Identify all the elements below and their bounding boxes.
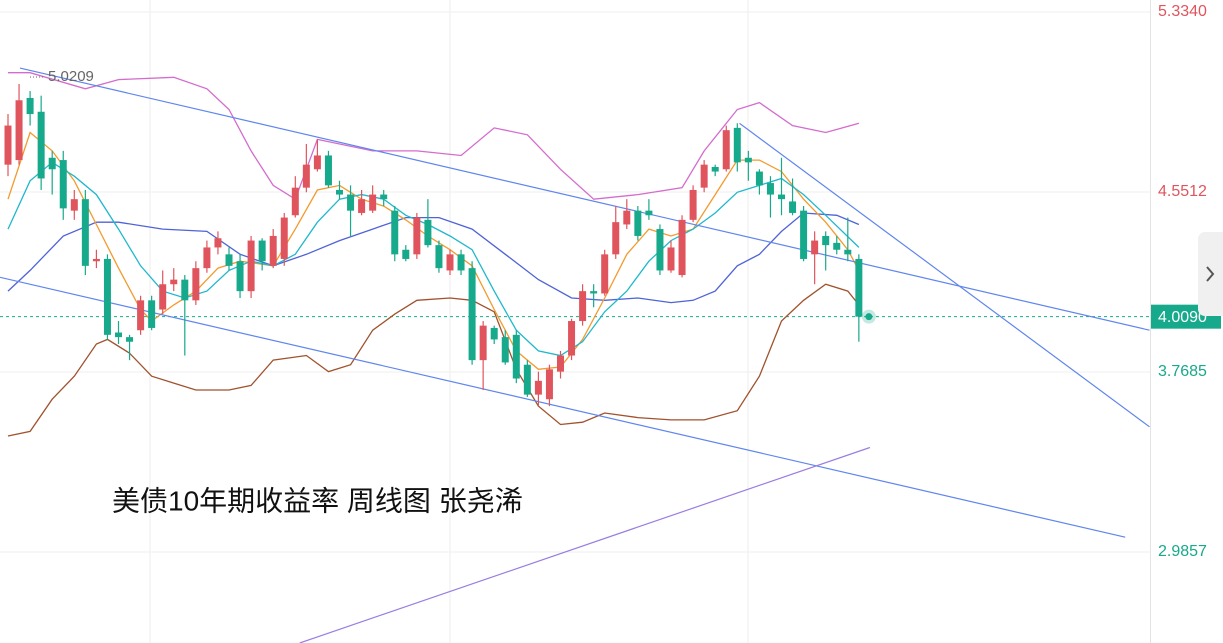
candle-body xyxy=(358,199,366,213)
candle-body xyxy=(579,291,587,322)
y-tick-label: 5.3340 xyxy=(1158,3,1207,20)
candle-body xyxy=(159,284,167,310)
candle-body xyxy=(313,155,321,170)
candle-body xyxy=(744,157,752,163)
indicator-line xyxy=(19,67,1150,331)
candle-body xyxy=(236,261,244,292)
candle-body xyxy=(844,249,852,255)
candle-body xyxy=(722,130,730,170)
candle-body xyxy=(336,189,343,195)
candle-body xyxy=(634,210,642,236)
y-tick-label: 3.7685 xyxy=(1158,363,1207,380)
candle-body xyxy=(115,332,122,338)
candle-body xyxy=(755,171,763,186)
candle-body xyxy=(623,210,631,225)
candle-body xyxy=(457,254,465,271)
candle-body xyxy=(766,183,774,195)
candle-body xyxy=(413,217,421,255)
candle-body xyxy=(778,194,785,200)
candle-body xyxy=(645,210,653,216)
candle-body xyxy=(733,127,741,163)
candle-body xyxy=(369,194,377,211)
candle-body xyxy=(689,189,697,220)
candle-body xyxy=(247,240,255,292)
plot-layer: 5.0209 xyxy=(0,67,1150,643)
candle-body xyxy=(391,210,399,255)
candle-body xyxy=(568,321,576,356)
candle-body xyxy=(855,258,863,317)
candle-body xyxy=(126,337,134,342)
candle-body xyxy=(137,300,145,331)
candle-body xyxy=(269,235,277,266)
chart-title: 美债10年期收益率 周线图 张尧浠 xyxy=(112,485,523,516)
candle-body xyxy=(501,337,509,363)
candle-body xyxy=(601,254,609,294)
collapse-button[interactable] xyxy=(1198,232,1223,316)
candle-body xyxy=(700,164,708,188)
candle-body xyxy=(258,240,266,262)
candle-body xyxy=(678,219,686,276)
candle-body xyxy=(822,235,830,246)
candle-body xyxy=(203,247,211,269)
indicator-line xyxy=(0,276,1126,538)
indicator-line xyxy=(7,212,860,304)
candle-body xyxy=(302,164,310,188)
candle-body xyxy=(667,247,675,271)
candle-body xyxy=(59,160,67,209)
collapse-icon xyxy=(1206,266,1215,282)
candle-body xyxy=(534,380,542,395)
candle-body xyxy=(446,254,454,271)
candle-body xyxy=(48,157,56,170)
candle-body xyxy=(92,258,100,262)
indicator-line xyxy=(8,72,860,201)
candle-body xyxy=(324,155,332,186)
high-annotation: 5.0209 xyxy=(48,68,94,85)
candle-body xyxy=(402,249,410,259)
candle-body xyxy=(81,199,89,266)
candle-body xyxy=(214,238,222,248)
candle-body xyxy=(225,254,233,266)
candle-body xyxy=(148,300,156,328)
candle-body xyxy=(4,125,12,165)
candle-body xyxy=(545,369,553,400)
candle-body xyxy=(380,194,388,200)
candle-body xyxy=(192,268,200,301)
candle-body xyxy=(347,194,355,211)
candle-body xyxy=(280,217,288,259)
candle-body xyxy=(789,201,797,213)
candle-body xyxy=(800,210,808,259)
candle-body xyxy=(37,111,45,179)
candle-body xyxy=(656,229,664,271)
candle-body xyxy=(612,222,620,255)
last-point xyxy=(865,313,873,321)
candle-body xyxy=(103,258,111,335)
candle-body xyxy=(468,268,476,361)
candle-body xyxy=(512,334,520,379)
candle-body xyxy=(479,325,487,361)
candle-body xyxy=(490,327,498,340)
candle-body xyxy=(424,219,432,246)
y-tick-label: 2.9857 xyxy=(1158,543,1207,560)
indicator-line xyxy=(739,122,1150,428)
candle-body xyxy=(435,245,443,269)
indicator-line xyxy=(299,446,871,643)
candle-body xyxy=(711,166,719,172)
candle-body xyxy=(833,242,841,250)
candle-body xyxy=(523,364,531,395)
grid-layer xyxy=(0,11,1150,553)
candle-body xyxy=(590,291,598,294)
candle-body xyxy=(26,97,34,115)
y-tick-label: 4.5512 xyxy=(1158,183,1207,200)
candle-body xyxy=(15,100,23,161)
candle-body xyxy=(70,199,78,211)
candle-body xyxy=(291,187,299,216)
candle-body xyxy=(557,355,564,372)
price-tag-label: 4.0090 xyxy=(1158,309,1207,326)
candle-body xyxy=(170,279,178,285)
candle-body xyxy=(811,240,819,255)
candle-body xyxy=(181,279,189,301)
